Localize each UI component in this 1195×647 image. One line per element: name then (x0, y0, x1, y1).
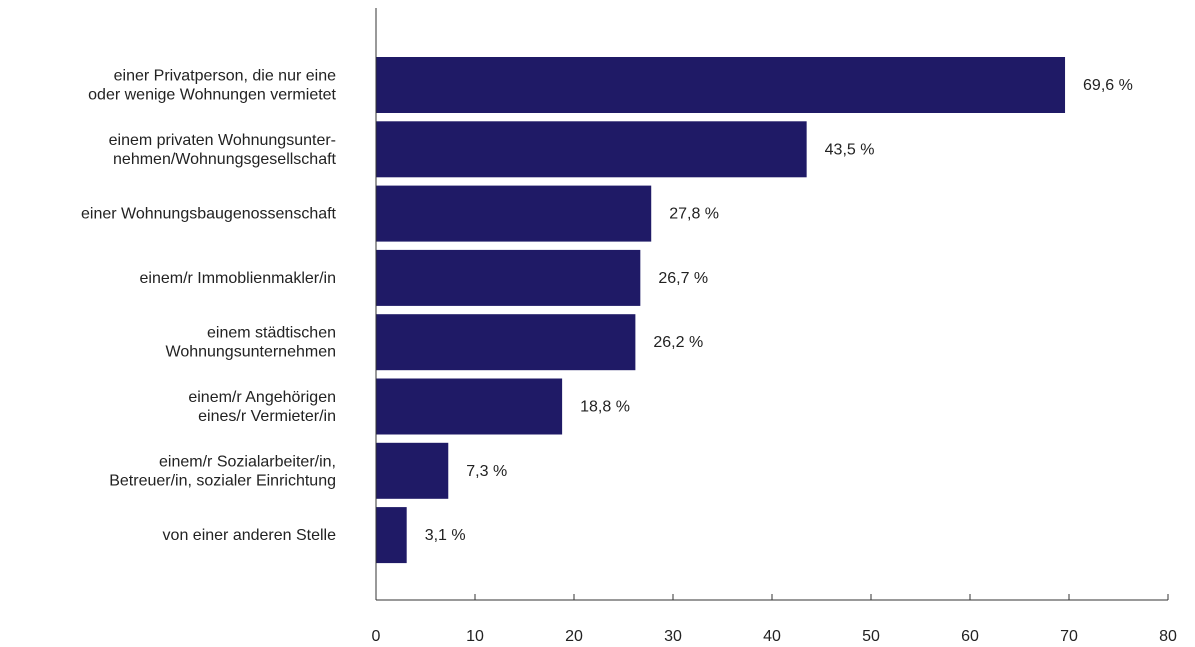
category-label: einem städtischen Wohnungsunternehmen (166, 325, 337, 361)
category-label: einem/r Sozialarbeiter/in, Betreuer/in, s… (109, 453, 336, 489)
value-label: 27,8 % (669, 206, 719, 223)
x-tick-label: 50 (862, 628, 880, 645)
category-label-line: nehmen/Wohnungsgesellschaft (113, 151, 337, 168)
bar (376, 378, 563, 435)
category-labels-group: einer Privatperson, die nur eine oder wen… (81, 68, 337, 545)
category-label-line: Wohnungsunternehmen (166, 344, 337, 361)
value-label: 69,6 % (1083, 77, 1133, 94)
category-label-line: einem/r Angehörigen (188, 389, 336, 406)
category-label: von einer anderen Stelle (163, 527, 337, 544)
value-label: 26,7 % (658, 270, 708, 287)
bar (376, 442, 449, 499)
bar (376, 121, 807, 178)
bar (376, 314, 636, 371)
bar (376, 249, 641, 306)
value-label: 7,3 % (466, 463, 507, 480)
x-axis-ticks-group: 0 10 20 30 40 50 60 70 80 (372, 594, 1177, 645)
x-tick-label: 60 (961, 628, 979, 645)
value-label: 43,5 % (825, 141, 875, 158)
value-label: 26,2 % (653, 334, 703, 351)
x-tick-label: 10 (466, 628, 484, 645)
bars-group (376, 57, 1066, 564)
category-label-line: einem/r Immoblienmakler/in (139, 270, 336, 287)
value-label: 18,8 % (580, 399, 630, 416)
x-tick-label: 70 (1060, 628, 1078, 645)
category-label-line: Betreuer/in, sozialer Einrichtung (109, 472, 336, 489)
category-label: einer Privatperson, die nur eine oder wen… (88, 68, 336, 104)
category-label-line: einem/r Sozialarbeiter/in, (159, 453, 336, 470)
category-label-line: einem privaten Wohnungsunter- (109, 132, 336, 149)
x-tick-label: 20 (565, 628, 583, 645)
x-tick-label: 80 (1159, 628, 1177, 645)
category-label: einem/r Immoblienmakler/in (139, 270, 336, 287)
category-label: einem privaten Wohnungsunter-nehmen/Wohn… (109, 132, 337, 168)
value-label: 3,1 % (425, 527, 466, 544)
category-label-line: einem städtischen (207, 325, 336, 342)
x-tick-label: 0 (372, 628, 381, 645)
x-tick-label: 40 (763, 628, 781, 645)
bar (376, 185, 652, 242)
bar (376, 507, 407, 564)
value-labels-group: 69,6 % 43,5 % 27,8 % 26,7 % 26,2 % 18,8 % 7,3 … (425, 77, 1133, 544)
category-label: einer Wohnungsbaugenossenschaft (81, 206, 337, 223)
category-label-line: einer Privatperson, die nur eine (114, 68, 336, 85)
category-label-line: eines/r Vermieter/in (198, 408, 336, 425)
category-label-line: oder wenige Wohnungen vermietet (88, 87, 336, 104)
x-tick-label: 30 (664, 628, 682, 645)
category-label-line: einer Wohnungsbaugenossenschaft (81, 206, 337, 223)
category-label-line: von einer anderen Stelle (163, 527, 337, 544)
bar (376, 57, 1066, 113)
category-label: einem/r Angehörigen eines/r Vermieter/in (188, 389, 336, 425)
